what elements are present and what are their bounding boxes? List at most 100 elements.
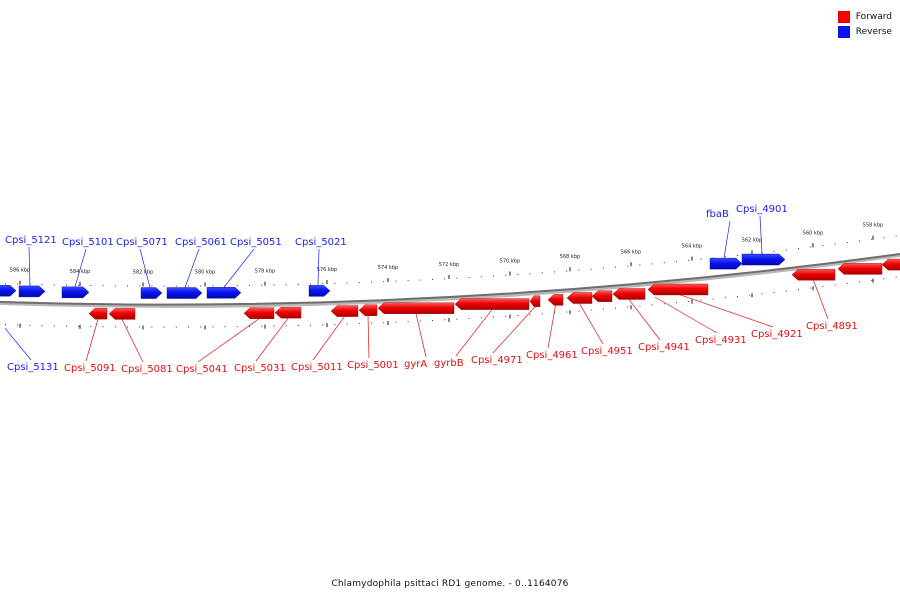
reverse-gene-arrow[interactable] [18, 285, 46, 298]
scale-dot [432, 278, 433, 280]
forward-gene-arrow[interactable] [647, 283, 709, 296]
scale-dot-lower [297, 324, 299, 326]
reverse-gene-arrow[interactable] [709, 257, 743, 270]
forward-gene-label[interactable]: Cpsi_5031 [234, 363, 286, 374]
reverse-gene-arrow[interactable] [741, 253, 786, 266]
scale-label: 570 kbp [500, 258, 520, 264]
scale-dot [78, 284, 80, 286]
scale-dot [590, 268, 592, 270]
forward-label-leader [654, 296, 718, 334]
scale-dot [846, 242, 848, 244]
reverse-gene-arrow[interactable] [206, 287, 242, 299]
scale-dot-lower [688, 300, 690, 302]
forward-gene-arrow[interactable] [358, 304, 378, 316]
scale-dot [700, 258, 702, 260]
reverse-label-leader [139, 248, 151, 288]
reverse-label-leader [759, 215, 763, 255]
scale-label: 586 kbp [10, 268, 30, 274]
forward-gene-label[interactable]: Cpsi_4951 [581, 346, 633, 357]
reverse-gene-arrow[interactable] [61, 286, 90, 299]
forward-gene-label[interactable]: gyrA [404, 359, 427, 370]
forward-gene-arrow[interactable] [88, 307, 108, 320]
scale-dot-lower [139, 326, 141, 328]
reverse-gene-label[interactable]: fbaB [706, 209, 729, 220]
scale-dot-lower [90, 326, 92, 328]
reverse-gene-label[interactable]: Cpsi_5021 [295, 237, 347, 248]
forward-gene-label[interactable]: Cpsi_5041 [176, 364, 228, 375]
scale-dot [261, 284, 263, 286]
reverse-gene-label[interactable]: Cpsi_5101 [62, 237, 114, 248]
forward-gene-arrow[interactable] [612, 288, 646, 300]
forward-label-leader [679, 294, 774, 328]
scale-dot-lower [432, 319, 433, 321]
scale-dot [505, 274, 507, 276]
scale-dot-lower [236, 326, 238, 328]
forward-gene-label[interactable]: Cpsi_4961 [526, 350, 578, 361]
scale-dot [566, 270, 568, 272]
forward-gene-label[interactable]: Cpsi_5001 [347, 360, 399, 371]
scale-dot-lower [590, 309, 592, 311]
forward-gene-label[interactable]: Cpsi_4921 [751, 329, 803, 340]
scale-dot-lower [846, 283, 848, 285]
forward-gene-arrow[interactable] [881, 258, 900, 271]
reverse-gene-label[interactable]: Cpsi_5051 [230, 237, 282, 248]
scale-dot [139, 285, 141, 287]
scale-dot-lower [651, 304, 653, 306]
forward-gene-label[interactable]: Cpsi_4931 [695, 335, 747, 346]
reverse-gene-arrow[interactable] [0, 285, 17, 297]
forward-gene-arrow[interactable] [591, 290, 613, 302]
forward-label-leader [628, 299, 661, 341]
reverse-gene-label[interactable]: Cpsi_5071 [116, 237, 168, 248]
scale-dot-lower [212, 326, 214, 328]
scale-dot [175, 285, 177, 287]
scale-dot [285, 284, 287, 286]
reverse-gene-arrow[interactable] [166, 287, 203, 299]
reverse-gene-arrow[interactable] [140, 287, 163, 299]
scale-dot [639, 264, 641, 266]
scale-dot-lower [78, 325, 80, 327]
forward-gene-label[interactable]: Cpsi_5011 [291, 362, 343, 373]
forward-gene-arrow[interactable] [108, 308, 136, 320]
reverse-gene-label[interactable]: Cpsi_4901 [736, 204, 788, 215]
forward-gene-arrow[interactable] [377, 302, 455, 314]
forward-gene-label[interactable]: Cpsi_4941 [638, 342, 690, 353]
forward-gene-arrow[interactable] [330, 305, 359, 317]
scale-dot-lower [151, 326, 153, 328]
scale-dot-lower [114, 326, 116, 328]
scale-dot [334, 282, 336, 284]
forward-gene-arrow[interactable] [837, 263, 883, 275]
forward-gene-label[interactable]: gyrbB [434, 358, 464, 369]
forward-gene-arrow[interactable] [454, 298, 530, 310]
reverse-gene-label[interactable]: Cpsi_5131 [7, 362, 59, 373]
reverse-gene-label[interactable]: Cpsi_5121 [5, 235, 57, 246]
scale-label: 564 kbp [682, 244, 702, 250]
forward-gene-label[interactable]: Cpsi_5091 [64, 363, 116, 374]
forward-gene-arrow[interactable] [274, 306, 302, 319]
forward-label-leader [367, 315, 370, 359]
forward-label-leader [492, 306, 536, 354]
scale-dot [66, 284, 67, 286]
forward-gene-arrow[interactable] [529, 295, 541, 307]
reverse-gene-label[interactable]: Cpsi_5061 [175, 237, 227, 248]
reverse-label-leader [28, 246, 31, 286]
forward-gene-arrow[interactable] [547, 294, 564, 306]
scale-dot-lower [761, 293, 763, 295]
forward-gene-label[interactable]: Cpsi_4891 [806, 321, 858, 332]
forward-gene-label[interactable]: Cpsi_4971 [471, 355, 523, 366]
scale-dot-lower [188, 326, 189, 328]
forward-label-leader [255, 317, 289, 362]
scale-dot-lower [541, 313, 543, 315]
scale-dot [871, 238, 873, 240]
forward-gene-arrow[interactable] [243, 307, 275, 319]
forward-gene-arrow[interactable] [791, 269, 836, 281]
scale-dot-lower [785, 290, 787, 292]
forward-gene-label[interactable]: Cpsi_5081 [121, 364, 173, 375]
scale-dot [627, 265, 629, 267]
reverse-gene-arrow[interactable] [308, 285, 331, 297]
scale-dot [5, 283, 6, 285]
scale-label: 560 kbp [803, 230, 823, 236]
forward-gene-arrow[interactable] [566, 292, 593, 304]
scale-dot-lower [371, 322, 372, 324]
scale-dot-lower [468, 317, 470, 319]
